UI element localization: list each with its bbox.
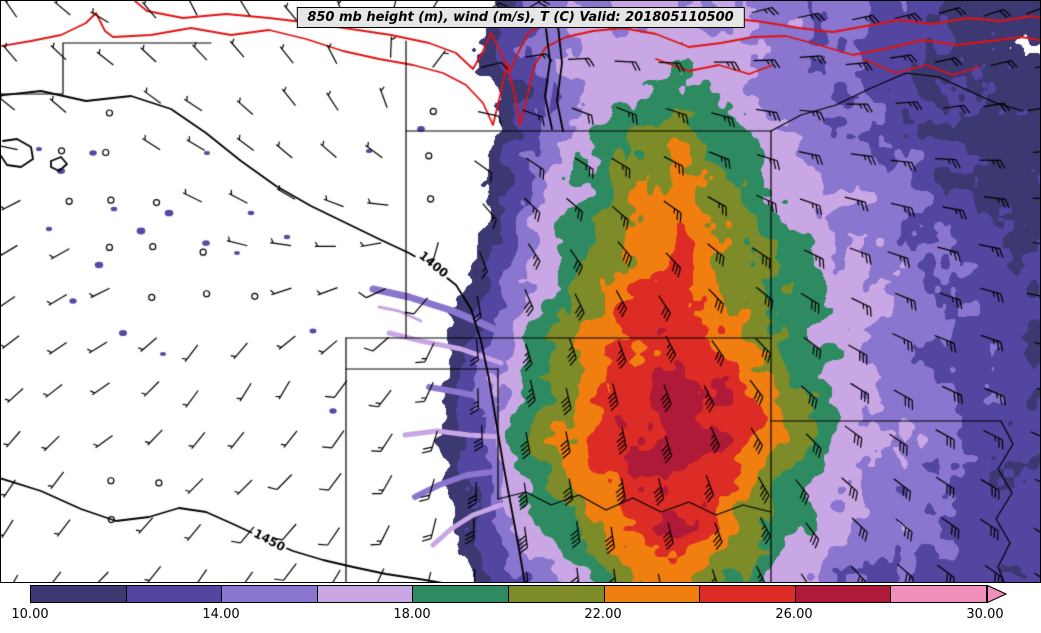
colorbar-segment (604, 586, 701, 602)
colorbar-segment (508, 586, 605, 602)
colorbar-tick-label: 14.00 (202, 607, 240, 622)
colorbar-tick-label: 30.00 (966, 607, 1004, 622)
colorbar-segment (317, 586, 414, 602)
colorbar-tick-label: 26.00 (775, 607, 813, 622)
colorbar-bar (30, 585, 987, 603)
colorbar-tick-label: 10.00 (11, 607, 49, 622)
map-canvas (0, 0, 1041, 583)
colorbar-segment (413, 586, 509, 602)
colorbar-segment (700, 586, 796, 602)
colorbar-segment (891, 586, 986, 602)
colorbar-tick-label: 22.00 (584, 607, 622, 622)
map-title: 850 mb height (m), wind (m/s), T (C) Val… (296, 7, 745, 28)
colorbar-segment (795, 586, 892, 602)
colorbar-segment (222, 586, 318, 602)
colorbar-extend-arrow (987, 585, 1007, 603)
colorbar-tick-label: 18.00 (393, 607, 431, 622)
colorbar-segment (126, 586, 223, 602)
colorbar-segment (31, 586, 127, 602)
